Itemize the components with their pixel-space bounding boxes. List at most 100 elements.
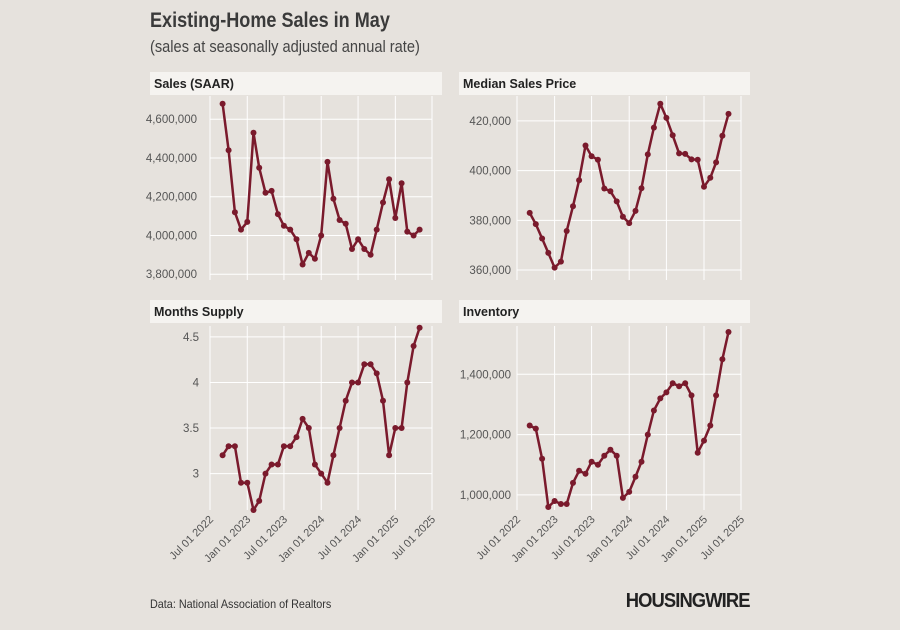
data-point: [650, 407, 657, 414]
data-point: [644, 151, 651, 158]
data-point: [632, 473, 639, 480]
data-point: [410, 232, 417, 239]
data-point: [644, 431, 651, 438]
panel-4: Inventory1,000,0001,200,0001,400,000Jul …: [459, 300, 750, 565]
data-point: [361, 361, 368, 368]
data-point: [669, 132, 676, 139]
data-point: [231, 443, 238, 450]
panel-2: Median Sales Price 360,000 380,000 400,000 4…: [459, 72, 750, 280]
data-point: [557, 501, 564, 507]
data-point: [231, 209, 238, 216]
data-point: [386, 452, 393, 459]
data-point: [545, 504, 552, 510]
data-point: [539, 455, 546, 462]
data-point: [293, 236, 300, 243]
data-point: [688, 156, 695, 163]
data-source-note: Data: National Association of Realtors: [150, 597, 332, 611]
data-point: [305, 425, 312, 431]
housingwire-logo: HOUSINGWIRE: [626, 590, 751, 612]
data-point: [367, 361, 374, 368]
data-point: [311, 461, 318, 468]
data-point: [380, 199, 386, 206]
y-tick-label: 400,000: [469, 166, 511, 178]
data-point: [238, 479, 244, 486]
data-point: [299, 261, 306, 268]
data-point: [725, 110, 732, 117]
data-point: [268, 187, 275, 194]
data-point: [526, 422, 533, 429]
data-point: [669, 380, 676, 387]
data-point: [707, 422, 714, 429]
panel-header: [150, 72, 442, 95]
data-point: [349, 379, 355, 386]
data-point: [588, 458, 595, 465]
data-point: [576, 467, 583, 474]
data-point: [694, 156, 701, 163]
y-tick-label: 4.5: [183, 332, 199, 344]
data-point: [342, 220, 349, 227]
data-point: [238, 226, 244, 233]
y-tick-label: 1,000,000: [460, 490, 511, 502]
data-point: [392, 425, 399, 431]
data-point: [582, 470, 589, 477]
data-point: [626, 220, 633, 227]
data-point: [373, 370, 380, 377]
data-point: [361, 246, 368, 252]
data-point: [719, 356, 726, 363]
data-point: [404, 379, 411, 386]
data-point: [607, 188, 614, 195]
chart-title: Existing-Home Sales in May: [150, 9, 390, 32]
data-point: [650, 124, 657, 131]
y-tick-label: 4: [193, 377, 200, 389]
data-point: [250, 129, 257, 136]
data-point: [570, 203, 576, 210]
data-point: [713, 392, 720, 399]
data-point: [632, 207, 639, 214]
data-point: [342, 397, 349, 404]
data-point: [219, 100, 226, 107]
data-point: [682, 150, 689, 157]
data-point: [638, 458, 645, 465]
data-point: [244, 218, 251, 225]
data-point: [563, 501, 570, 507]
data-point: [373, 226, 380, 233]
data-point: [607, 446, 614, 453]
data-point: [262, 189, 269, 196]
data-point: [416, 324, 423, 331]
data-point: [299, 415, 306, 422]
data-point: [355, 379, 362, 386]
y-tick-label: 380,000: [469, 215, 511, 227]
data-point: [626, 488, 633, 495]
data-point: [601, 185, 608, 192]
data-point: [551, 264, 558, 271]
data-point: [657, 100, 664, 107]
data-point: [588, 153, 595, 160]
y-tick-label: 3: [193, 469, 199, 481]
data-point: [250, 507, 257, 513]
y-tick-label: 4,600,000: [146, 114, 197, 126]
data-point: [336, 425, 343, 431]
data-point: [367, 251, 374, 258]
data-point: [324, 158, 331, 165]
data-point: [380, 397, 386, 404]
data-point: [330, 452, 337, 459]
data-point: [545, 249, 552, 256]
data-point: [349, 246, 355, 252]
data-point: [539, 235, 546, 242]
y-tick-label: 3,800,000: [146, 269, 197, 281]
data-point: [355, 236, 362, 243]
data-point: [416, 226, 423, 233]
data-point: [392, 215, 399, 221]
data-point: [324, 479, 331, 486]
panel-title: Inventory: [463, 305, 519, 319]
data-point: [694, 449, 701, 456]
y-tick-label: 420,000: [469, 116, 511, 128]
data-point: [676, 383, 683, 390]
data-point: [268, 461, 275, 468]
data-point: [713, 159, 720, 166]
data-point: [563, 228, 570, 234]
data-point: [576, 177, 583, 184]
panel-title: Months Supply: [154, 305, 244, 319]
